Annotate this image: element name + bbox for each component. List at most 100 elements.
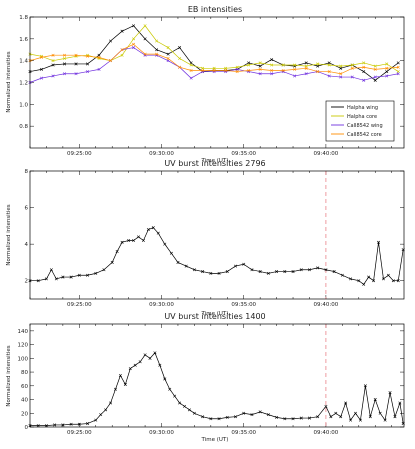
data-point — [74, 62, 78, 66]
data-point — [141, 238, 145, 242]
x-tick-label: 09:40:00 — [314, 430, 339, 436]
data-point — [344, 401, 348, 405]
data-point — [339, 66, 343, 70]
y-tick-label: 120 — [18, 343, 29, 349]
data-point — [270, 72, 274, 76]
data-point — [178, 56, 182, 60]
y-tick-label: 0.8 — [19, 124, 28, 130]
y-tick-label: 6 — [25, 206, 29, 212]
data-point — [385, 62, 389, 66]
data-point — [102, 268, 106, 272]
data-point — [316, 70, 320, 74]
data-point — [138, 360, 142, 364]
data-point — [367, 275, 371, 279]
data-point — [109, 401, 113, 405]
data-point — [39, 76, 44, 80]
data-point — [332, 270, 336, 274]
data-point — [396, 70, 400, 74]
chart-title: UV burst intensities 2796 — [164, 159, 265, 168]
data-point — [266, 271, 270, 275]
data-point — [381, 277, 385, 281]
data-point — [110, 260, 114, 264]
legend-label: CaII8542 core — [347, 132, 382, 138]
data-point — [242, 262, 246, 266]
y-tick-label: 60 — [21, 384, 28, 390]
data-point — [94, 271, 98, 275]
data-point — [225, 270, 229, 274]
data-point — [373, 64, 377, 68]
x-tick-label: 09:40:00 — [314, 302, 339, 308]
y-tick-label: 2 — [25, 279, 29, 285]
data-point — [378, 411, 382, 415]
data-point — [383, 418, 387, 422]
data-point — [132, 24, 136, 28]
data-point — [258, 72, 262, 76]
data-point — [270, 63, 274, 67]
data-point — [86, 62, 90, 66]
data-point — [173, 394, 177, 398]
plot-frame — [29, 170, 405, 300]
data-point — [132, 42, 136, 46]
y-tick-label: 20 — [21, 411, 28, 417]
data-point — [275, 270, 279, 274]
y-tick-label: 140 — [18, 329, 29, 335]
data-point — [184, 264, 188, 268]
data-point — [385, 74, 389, 78]
data-point — [189, 76, 193, 80]
data-point — [242, 411, 246, 415]
data-point — [304, 66, 308, 70]
data-point — [304, 61, 308, 65]
data-point — [54, 277, 58, 281]
data-point — [189, 63, 193, 67]
data-point — [233, 264, 238, 268]
data-point — [115, 249, 119, 253]
data-point — [77, 422, 81, 426]
data-point — [104, 408, 108, 412]
data-point — [189, 68, 193, 73]
data-point — [258, 61, 262, 65]
y-tick-label: 1.4 — [19, 59, 28, 65]
series-line — [29, 47, 399, 83]
data-point — [307, 416, 311, 420]
series-line — [29, 43, 399, 75]
y-axis-label: Normalized intensities — [6, 51, 12, 112]
data-point — [353, 411, 358, 415]
data-point — [235, 67, 239, 71]
data-point — [362, 65, 366, 69]
data-point — [362, 282, 366, 286]
data-point — [74, 53, 78, 57]
x-tick-label: 09:30:00 — [149, 430, 174, 436]
data-point — [148, 356, 152, 360]
panel-uv-1400: UV burst intensities 1400 09:25:00 09:30:… — [6, 312, 405, 443]
data-point — [143, 37, 147, 41]
data-point — [61, 275, 65, 279]
data-point — [209, 417, 213, 421]
data-point — [339, 64, 343, 68]
data-point — [187, 408, 191, 412]
data-point — [357, 279, 361, 283]
data-point — [270, 58, 274, 62]
data-point — [225, 415, 229, 419]
data-point — [166, 59, 170, 63]
y-tick-label: 1.8 — [19, 15, 28, 21]
data-point — [281, 63, 285, 67]
y-tick-label: 1.6 — [19, 37, 28, 43]
data-point — [123, 382, 127, 386]
data-point — [155, 48, 159, 52]
data-point — [156, 231, 160, 235]
data-point — [327, 63, 331, 67]
data-point — [329, 415, 333, 419]
data-point — [120, 53, 124, 57]
chart-title: UV burst intensities 1400 — [164, 312, 265, 321]
series-line — [29, 25, 399, 72]
data-point — [339, 415, 343, 419]
series-line — [30, 352, 404, 426]
data-point — [163, 242, 167, 246]
data-point — [235, 70, 239, 74]
data-point — [247, 61, 251, 65]
data-point — [283, 417, 287, 421]
data-point — [293, 74, 297, 78]
data-point — [86, 70, 90, 74]
plot-frame — [29, 323, 405, 428]
data-point — [49, 268, 53, 272]
